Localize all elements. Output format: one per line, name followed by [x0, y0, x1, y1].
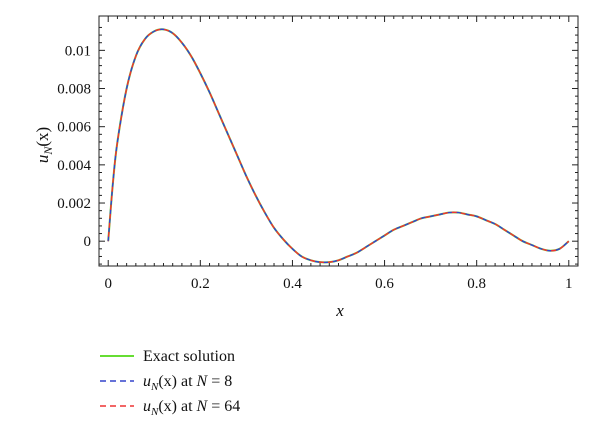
legend-n64-base: u — [143, 398, 151, 415]
legend-entry-n64: uN(x) at N = 64 — [100, 398, 240, 418]
x-tick-label: 0.2 — [191, 276, 210, 292]
legend-label-n8: uN(x) at N = 8 — [143, 373, 232, 393]
y-axis-title-base: u — [33, 155, 52, 164]
x-tick-labels: 0 0.2 0.4 0.6 0.8 1 — [104, 276, 572, 292]
x-tick-label: 0.4 — [283, 276, 302, 292]
legend-n64-sub: N — [150, 406, 159, 418]
y-axis-title: uN(x) — [33, 127, 55, 163]
legend-label-n64: uN(x) at N = 64 — [143, 398, 240, 418]
legend-entry-n8: uN(x) at N = 8 — [100, 373, 232, 393]
y-tick-labels: 0 0.002 0.004 0.006 0.008 0.01 — [57, 43, 91, 250]
legend-n8-base: u — [143, 373, 151, 390]
y-tick-label: 0 — [84, 234, 92, 250]
legend-n64-arg: (x) — [158, 398, 177, 415]
series-line-n64 — [107, 28, 570, 264]
y-tick-label: 0.004 — [57, 158, 91, 174]
plot-frame — [98, 15, 579, 267]
legend-n8-mid: at — [177, 373, 197, 390]
y-axis-title-sub: N — [41, 146, 55, 156]
legend-n8-arg: (x) — [158, 373, 177, 390]
legend: Exact solution uN(x) at N = 8 uN(x) at N… — [100, 348, 240, 418]
y-tick-label: 0.006 — [57, 120, 91, 136]
series-lines — [107, 28, 570, 264]
x-tick-label: 0 — [104, 276, 112, 292]
legend-label-exact: Exact solution — [143, 348, 235, 365]
y-tick-label: 0.002 — [57, 196, 91, 212]
axis-ticks — [98, 16, 579, 266]
y-tick-label: 0.01 — [65, 43, 91, 59]
legend-n64-rest: = 64 — [207, 398, 240, 415]
legend-n8-sub: N — [150, 381, 159, 393]
legend-n8-rest: = 8 — [207, 373, 232, 390]
x-tick-label: 0.8 — [467, 276, 486, 292]
legend-n64-mid: at — [177, 398, 197, 415]
legend-n64-var: N — [196, 398, 209, 415]
y-tick-label: 0.008 — [57, 82, 91, 98]
series-line-n8 — [107, 28, 570, 264]
y-axis-title-arg: (x) — [33, 127, 52, 147]
legend-n8-var: N — [196, 373, 209, 390]
legend-entry-exact: Exact solution — [100, 348, 235, 365]
x-tick-label: 0.6 — [375, 276, 394, 292]
x-tick-label: 1 — [565, 276, 573, 292]
x-axis-title: x — [335, 301, 344, 320]
